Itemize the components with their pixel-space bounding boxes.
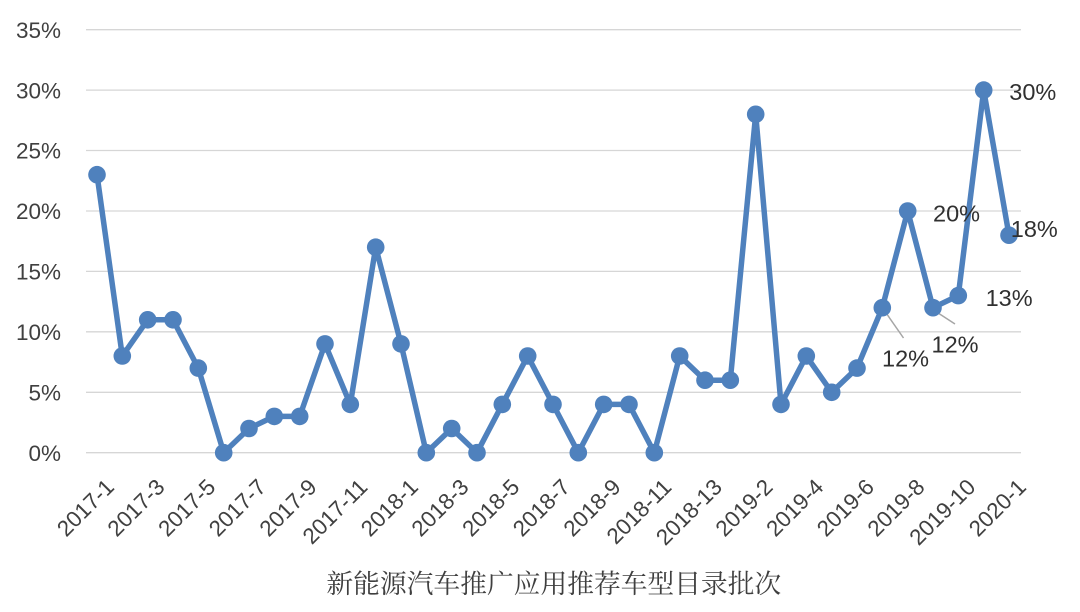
svg-text:12%: 12% bbox=[882, 346, 929, 372]
svg-text:15%: 15% bbox=[16, 260, 61, 285]
svg-text:20%: 20% bbox=[16, 199, 61, 224]
svg-text:10%: 10% bbox=[16, 320, 61, 345]
svg-text:5%: 5% bbox=[28, 381, 61, 406]
svg-text:18%: 18% bbox=[1011, 216, 1058, 242]
svg-text:13%: 13% bbox=[986, 285, 1033, 311]
svg-text:35%: 35% bbox=[16, 18, 61, 43]
svg-text:12%: 12% bbox=[932, 331, 979, 357]
svg-text:20%: 20% bbox=[933, 201, 980, 227]
svg-text:0%: 0% bbox=[28, 441, 61, 466]
svg-text:30%: 30% bbox=[16, 78, 61, 103]
svg-text:25%: 25% bbox=[16, 139, 61, 164]
svg-text:30%: 30% bbox=[1009, 79, 1056, 105]
